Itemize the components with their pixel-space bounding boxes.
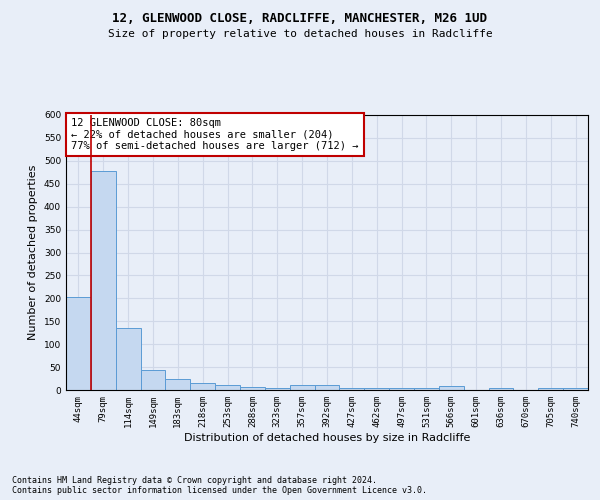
Y-axis label: Number of detached properties: Number of detached properties bbox=[28, 165, 38, 340]
Bar bbox=[290, 386, 314, 390]
Bar bbox=[563, 388, 588, 390]
Bar bbox=[538, 388, 563, 390]
Bar bbox=[240, 387, 265, 390]
Bar bbox=[116, 328, 140, 390]
Bar bbox=[140, 370, 166, 390]
Text: Size of property relative to detached houses in Radcliffe: Size of property relative to detached ho… bbox=[107, 29, 493, 39]
Bar bbox=[215, 385, 240, 390]
Bar bbox=[340, 388, 364, 390]
Text: Contains HM Land Registry data © Crown copyright and database right 2024.
Contai: Contains HM Land Registry data © Crown c… bbox=[12, 476, 427, 495]
Text: 12, GLENWOOD CLOSE, RADCLIFFE, MANCHESTER, M26 1UD: 12, GLENWOOD CLOSE, RADCLIFFE, MANCHESTE… bbox=[113, 12, 487, 26]
Text: 12 GLENWOOD CLOSE: 80sqm
← 22% of detached houses are smaller (204)
77% of semi-: 12 GLENWOOD CLOSE: 80sqm ← 22% of detach… bbox=[71, 118, 359, 151]
Bar bbox=[414, 388, 439, 390]
Bar bbox=[190, 383, 215, 390]
Bar bbox=[265, 388, 290, 390]
Bar bbox=[166, 378, 190, 390]
Bar bbox=[439, 386, 464, 390]
Bar bbox=[314, 386, 340, 390]
Bar bbox=[91, 171, 116, 390]
Bar bbox=[389, 388, 414, 390]
X-axis label: Distribution of detached houses by size in Radcliffe: Distribution of detached houses by size … bbox=[184, 432, 470, 442]
Bar bbox=[66, 297, 91, 390]
Bar bbox=[364, 388, 389, 390]
Bar bbox=[488, 388, 514, 390]
